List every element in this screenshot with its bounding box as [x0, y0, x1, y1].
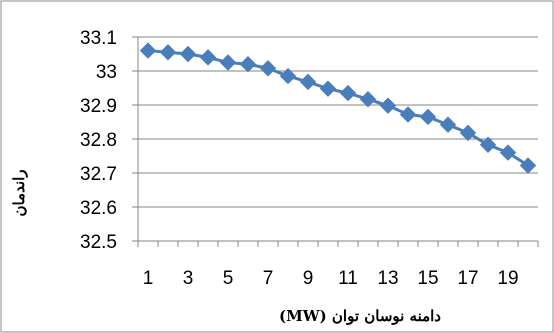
data-point	[419, 108, 437, 126]
x-tick-label: 13	[377, 268, 398, 289]
x-tick-label: 5	[223, 268, 234, 289]
data-point	[459, 124, 477, 142]
data-point	[379, 97, 397, 114]
data-point	[359, 91, 377, 108]
data-point	[179, 45, 197, 63]
data-point	[339, 84, 357, 102]
data-point	[199, 49, 217, 66]
y-tick-labels: 32.5 32.6 32.7 32.8 32.9 33 33.1	[80, 28, 117, 253]
data-point	[259, 60, 277, 77]
data-point	[299, 73, 317, 91]
y-tick-label: 32.5	[80, 232, 117, 253]
data-point	[159, 44, 177, 61]
data-point	[479, 136, 497, 153]
data-point	[239, 55, 257, 73]
y-tick-label: 32.8	[80, 130, 117, 151]
y-tick-label: 33	[96, 62, 117, 83]
y-axis-title: راندمان	[10, 169, 28, 216]
y-tick-label: 32.6	[80, 198, 117, 219]
data-point	[279, 67, 297, 85]
data-point	[519, 157, 537, 174]
x-tick-label: 9	[303, 268, 314, 289]
data-point	[499, 144, 517, 161]
data-point	[139, 42, 157, 59]
axes	[132, 36, 539, 247]
x-tick-label: 19	[497, 268, 518, 289]
data-series	[139, 42, 537, 174]
grid-lines	[138, 36, 538, 208]
data-point	[219, 54, 237, 71]
x-tick-label: 17	[457, 268, 478, 289]
data-point	[319, 80, 337, 97]
y-tick-label: 32.7	[80, 164, 117, 185]
x-tick-label: 15	[417, 268, 438, 289]
data-point	[399, 106, 417, 123]
x-axis-title: دامنه نوسان توان (MW)	[279, 307, 441, 325]
y-tick-label: 32.9	[80, 96, 117, 117]
x-tick-label: 11	[338, 268, 358, 289]
x-tick-label: 3	[183, 268, 194, 289]
x-tick-labels: 1 3 5 7 9 11 13 15 17 19	[143, 268, 519, 289]
x-tick-label: 1	[143, 268, 154, 289]
x-tick-label: 7	[263, 268, 274, 289]
data-point	[439, 116, 457, 133]
y-tick-label: 33.1	[80, 28, 117, 49]
